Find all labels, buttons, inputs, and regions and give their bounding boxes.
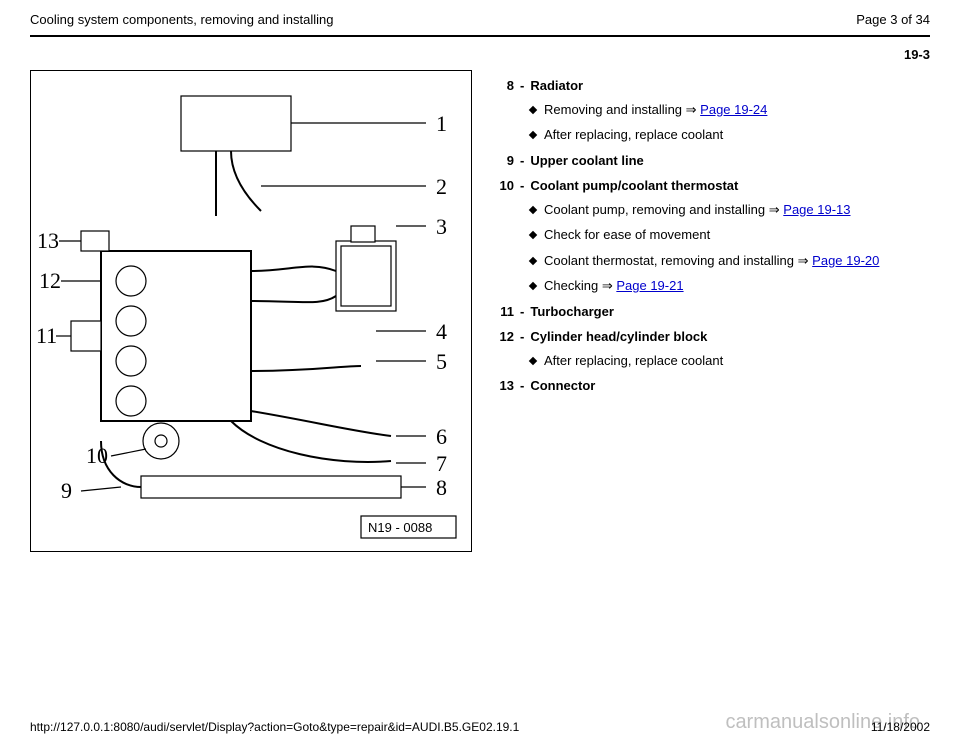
page-title: Cooling system components, removing and … xyxy=(30,12,334,27)
callout-7: 7 xyxy=(436,451,447,476)
sub-item: Removing and installing ⇒ Page 19-24 xyxy=(530,100,930,120)
callout-13: 13 xyxy=(37,228,59,253)
item-title: Turbocharger xyxy=(530,302,614,322)
item-title: Cylinder head/cylinder block xyxy=(530,327,707,347)
item-number: 11 xyxy=(492,302,514,322)
item-title: Upper coolant line xyxy=(530,151,643,171)
item-heading: 11-Turbocharger xyxy=(492,302,930,322)
sub-item: Check for ease of movement xyxy=(530,225,930,245)
diagram-figure: 1 2 3 xyxy=(30,70,472,552)
page-number: Page 3 of 34 xyxy=(856,12,930,27)
arrow-icon: ⇒ xyxy=(798,253,809,268)
item-sublist: Removing and installing ⇒ Page 19-24 Afte… xyxy=(492,100,930,145)
sub-item: After replacing, replace coolant xyxy=(530,351,930,371)
sub-item: Coolant thermostat, removing and install… xyxy=(530,251,930,271)
sub-item: After replacing, replace coolant xyxy=(530,125,930,145)
item-number: 8 xyxy=(492,76,514,96)
item-dash: - xyxy=(520,76,524,96)
page-link[interactable]: Page 19-21 xyxy=(616,278,683,293)
arrow-icon: ⇒ xyxy=(686,102,697,117)
sub-item: Coolant pump, removing and installing ⇒ … xyxy=(530,200,930,220)
callout-2: 2 xyxy=(436,174,447,199)
item-dash: - xyxy=(520,302,524,322)
arrow-icon: ⇒ xyxy=(769,202,780,217)
item-number: 10 xyxy=(492,176,514,196)
item-heading: 12-Cylinder head/cylinder block xyxy=(492,327,930,347)
item-number: 12 xyxy=(492,327,514,347)
item-dash: - xyxy=(520,327,524,347)
callout-11: 11 xyxy=(36,323,57,348)
callout-10: 10 xyxy=(86,443,108,468)
callout-12: 12 xyxy=(39,268,61,293)
sub-item: Checking ⇒ Page 19-21 xyxy=(530,276,930,296)
callout-8: 8 xyxy=(436,475,447,500)
item-heading: 9-Upper coolant line xyxy=(492,151,930,171)
item-title: Radiator xyxy=(530,76,583,96)
callout-5: 5 xyxy=(436,349,447,374)
arrow-icon: ⇒ xyxy=(602,278,613,293)
sub-text: After replacing, replace coolant xyxy=(544,353,723,368)
sub-text: Check for ease of movement xyxy=(544,227,710,242)
item-dash: - xyxy=(520,176,524,196)
sub-text: After replacing, replace coolant xyxy=(544,127,723,142)
callout-3: 3 xyxy=(436,214,447,239)
callout-4: 4 xyxy=(436,319,447,344)
item-dash: - xyxy=(520,151,524,171)
sub-text: Coolant pump, removing and installing xyxy=(544,202,769,217)
item-heading: 10-Coolant pump/coolant thermostat xyxy=(492,176,930,196)
page-link[interactable]: Page 19-13 xyxy=(783,202,850,217)
item-heading: 8-Radiator xyxy=(492,76,930,96)
page-link[interactable]: Page 19-20 xyxy=(812,253,879,268)
item-list: 8-RadiatorRemoving and installing ⇒ Page… xyxy=(492,70,930,552)
callout-9: 9 xyxy=(61,478,72,503)
page-link[interactable]: Page 19-24 xyxy=(700,102,767,117)
section-number: 19-3 xyxy=(30,47,930,62)
item-sublist: Coolant pump, removing and installing ⇒ … xyxy=(492,200,930,296)
item-dash: - xyxy=(520,376,524,396)
item-number: 13 xyxy=(492,376,514,396)
item-heading: 13-Connector xyxy=(492,376,930,396)
callout-6: 6 xyxy=(436,424,447,449)
item-number: 9 xyxy=(492,151,514,171)
footer-url: http://127.0.0.1:8080/audi/servlet/Displ… xyxy=(30,720,519,734)
item-title: Coolant pump/coolant thermostat xyxy=(530,176,738,196)
footer-date: 11/18/2002 xyxy=(871,720,930,734)
figure-id-label: N19 - 0088 xyxy=(368,520,432,535)
sub-text: Coolant thermostat, removing and install… xyxy=(544,253,798,268)
header-rule xyxy=(30,35,930,37)
item-sublist: After replacing, replace coolant xyxy=(492,351,930,371)
item-title: Connector xyxy=(530,376,595,396)
callout-1: 1 xyxy=(436,111,447,136)
sub-text: Checking xyxy=(544,278,602,293)
sub-text: Removing and installing xyxy=(544,102,686,117)
